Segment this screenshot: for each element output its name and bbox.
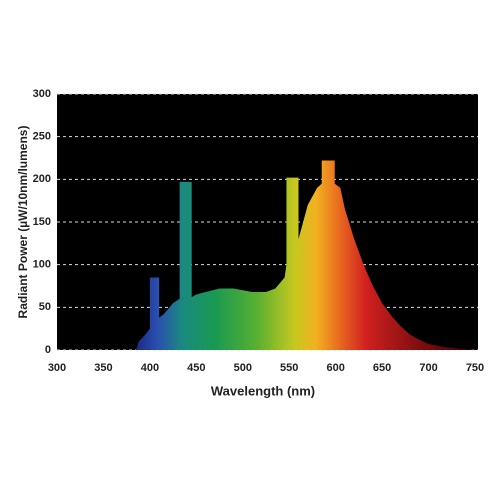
y-tick-label: 100 [33, 259, 51, 271]
x-tick-label: 450 [187, 362, 205, 374]
x-tick-label: 550 [280, 362, 298, 374]
x-tick-label: 650 [373, 362, 391, 374]
spectrum-area [135, 160, 475, 350]
x-tick-label: 750 [466, 362, 484, 374]
y-tick-label: 150 [33, 216, 51, 228]
y-tick-label: 250 [33, 131, 51, 143]
y-axis-label: Radiant Power (µW/10nm/lumens) [16, 126, 30, 319]
x-axis-label: Wavelength (nm) [211, 383, 315, 398]
x-tick-label: 350 [94, 362, 112, 374]
x-tick-label: 300 [48, 362, 66, 374]
y-tick-label: 200 [33, 173, 51, 185]
x-tick-label: 600 [326, 362, 344, 374]
y-tick-label: 0 [45, 344, 51, 356]
x-tick-label: 700 [419, 362, 437, 374]
y-tick-label: 50 [39, 301, 51, 313]
y-tick-label: 300 [33, 88, 51, 100]
x-tick-label: 400 [141, 362, 159, 374]
x-tick-label: 500 [234, 362, 252, 374]
